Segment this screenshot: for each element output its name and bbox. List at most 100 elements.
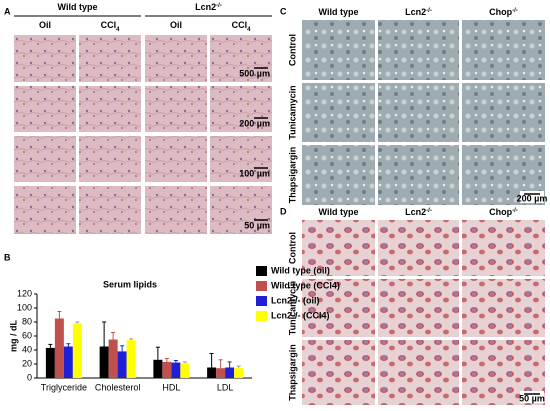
header-text: Lcn2 bbox=[405, 207, 426, 217]
header: CCl4 bbox=[101, 20, 121, 32]
micrograph bbox=[302, 340, 375, 405]
micrograph bbox=[378, 279, 459, 337]
bar bbox=[99, 346, 109, 378]
scale-bar-label: 200 µm bbox=[517, 193, 548, 203]
legend-swatch bbox=[256, 311, 267, 321]
micrograph bbox=[210, 136, 272, 182]
header-text: Lcn2 bbox=[405, 7, 426, 17]
subscript: 4 bbox=[116, 27, 120, 33]
legend-label: Wild type (CCl4) bbox=[271, 280, 340, 290]
y-tick-label: 80 bbox=[22, 316, 32, 326]
panel-label: B bbox=[4, 252, 11, 262]
header: Chop-/- bbox=[489, 7, 518, 17]
micrograph bbox=[145, 86, 207, 132]
y-tick-label: 0 bbox=[27, 372, 32, 382]
row-label: Control bbox=[287, 232, 297, 264]
micrograph bbox=[79, 136, 141, 182]
legend-swatch bbox=[256, 266, 267, 276]
row-label: Tunicamycin bbox=[287, 85, 297, 139]
chart-title: Serum lipids bbox=[103, 279, 157, 289]
y-tick-label: 40 bbox=[22, 344, 32, 354]
micrograph bbox=[14, 186, 76, 234]
header-text: CCl bbox=[101, 20, 117, 30]
bar bbox=[180, 363, 190, 378]
header-text: Chop bbox=[489, 7, 512, 17]
micrograph bbox=[145, 136, 207, 182]
row-label: Control bbox=[287, 34, 297, 66]
row-label: Tunicamycin bbox=[287, 281, 297, 335]
micrograph bbox=[14, 35, 76, 82]
header-text: Oil bbox=[39, 20, 51, 30]
panel-label: D bbox=[280, 206, 287, 216]
bar bbox=[216, 368, 226, 378]
micrograph bbox=[462, 20, 545, 80]
panel-label: C bbox=[280, 6, 287, 16]
superscript: -/- bbox=[512, 208, 518, 214]
panel-label: A bbox=[4, 6, 11, 16]
header: Oil bbox=[39, 20, 51, 30]
y-tick-label: 20 bbox=[22, 358, 32, 368]
micrograph bbox=[145, 186, 207, 234]
header: Lcn2-/- bbox=[405, 7, 432, 17]
header-text: Wild type bbox=[319, 7, 359, 17]
x-tick-label: HDL bbox=[162, 382, 180, 392]
micrograph bbox=[378, 83, 459, 142]
micrograph bbox=[210, 186, 272, 234]
micrograph bbox=[378, 145, 459, 205]
y-tick-label: 120 bbox=[17, 288, 32, 298]
y-tick-label: 100 bbox=[17, 302, 32, 312]
superscript: -/- bbox=[426, 208, 432, 214]
header-text: CCl bbox=[232, 20, 248, 30]
bar bbox=[153, 359, 163, 378]
micrograph bbox=[79, 35, 141, 82]
micrograph bbox=[378, 220, 459, 276]
legend-label: Lcn2-/- (CCl4) bbox=[271, 310, 330, 320]
bar bbox=[225, 367, 235, 378]
bar bbox=[45, 347, 55, 378]
header-text: Oil bbox=[170, 20, 182, 30]
header-text: Chop bbox=[489, 207, 512, 217]
x-tick-label: Cholesterol bbox=[95, 382, 141, 392]
legend-label: Lcn2-/- (oil) bbox=[271, 295, 320, 305]
micrograph bbox=[14, 86, 76, 132]
micrograph bbox=[14, 136, 76, 182]
x-tick-label: Triglyceride bbox=[41, 382, 87, 392]
header: Lcn2-/- bbox=[195, 2, 222, 12]
superscript: -/- bbox=[216, 3, 222, 9]
header: CCl4 bbox=[232, 20, 252, 32]
bar bbox=[108, 339, 118, 378]
header-text: Wild type bbox=[319, 207, 359, 217]
scale-bar-label: 50 µm bbox=[244, 220, 270, 230]
micrograph bbox=[462, 279, 545, 337]
header-text: Wild type bbox=[58, 2, 98, 12]
micrograph bbox=[378, 340, 459, 405]
bar bbox=[63, 346, 73, 378]
micrograph bbox=[79, 86, 141, 132]
row-label: Thapsigargin bbox=[287, 147, 297, 204]
bar bbox=[162, 361, 172, 378]
micrograph bbox=[145, 35, 207, 82]
micrograph bbox=[462, 83, 545, 142]
micrograph bbox=[210, 86, 272, 132]
header: Oil bbox=[170, 20, 182, 30]
header: Lcn2-/- bbox=[405, 207, 432, 217]
bar bbox=[234, 368, 244, 378]
micrograph bbox=[302, 20, 375, 80]
bar bbox=[207, 367, 217, 378]
bar bbox=[171, 362, 181, 378]
micrograph bbox=[378, 20, 459, 80]
legend-swatch bbox=[256, 296, 267, 306]
scale-bar-label: 50 µm bbox=[519, 393, 545, 403]
bar bbox=[126, 340, 136, 378]
legend-label: Wild type (oil) bbox=[271, 265, 330, 275]
legend-swatch bbox=[256, 281, 267, 291]
micrograph bbox=[302, 145, 375, 205]
bar bbox=[117, 351, 127, 378]
micrograph bbox=[210, 35, 272, 82]
micrograph bbox=[302, 279, 375, 337]
x-tick-label: LDL bbox=[217, 382, 234, 392]
scale-bar-label: 100 µm bbox=[239, 168, 270, 178]
micrograph bbox=[79, 186, 141, 234]
micrograph bbox=[462, 220, 545, 276]
